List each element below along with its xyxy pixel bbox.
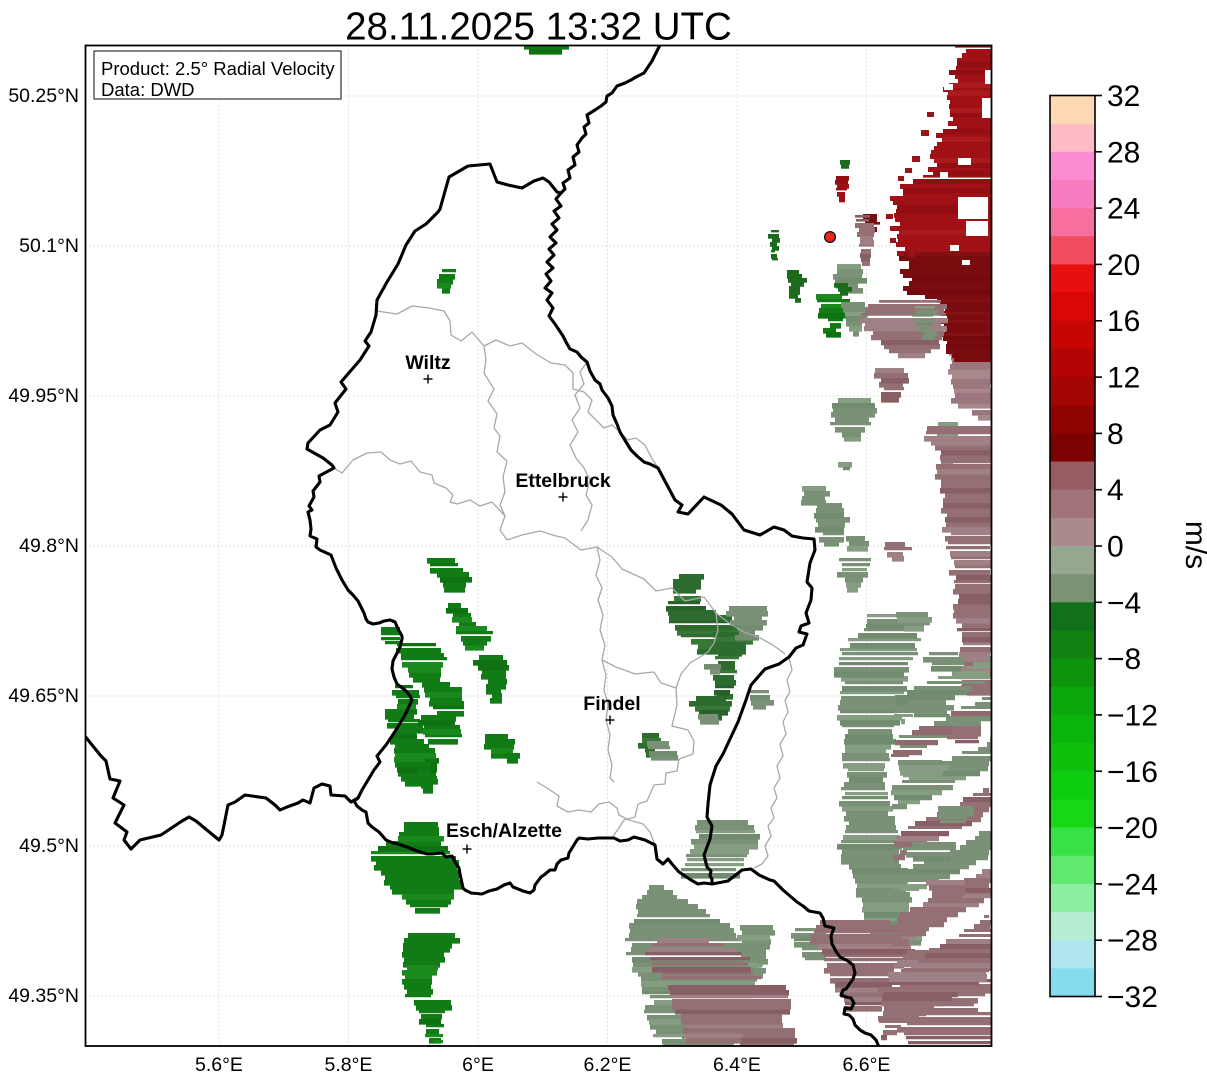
svg-text:49.35°N: 49.35°N [8,985,79,1007]
svg-text:49.8°N: 49.8°N [19,535,79,557]
svg-text:−4: −4 [1107,587,1141,620]
svg-text:6°E: 6°E [462,1054,494,1076]
svg-text:12: 12 [1107,362,1140,395]
svg-text:6.4°E: 6.4°E [713,1054,761,1076]
svg-text:Product: 2.5° Radial Velocity: Product: 2.5° Radial Velocity [101,58,335,79]
svg-text:28.11.2025 13:32 UTC: 28.11.2025 13:32 UTC [345,6,732,49]
svg-text:0: 0 [1107,531,1124,564]
svg-text:Ettelbruck: Ettelbruck [515,470,611,492]
svg-text:16: 16 [1107,305,1140,338]
svg-text:Wiltz: Wiltz [405,352,451,374]
svg-text:−8: −8 [1107,643,1141,676]
svg-text:−20: −20 [1107,812,1158,845]
svg-text:−28: −28 [1107,925,1158,958]
svg-text:Data: DWD: Data: DWD [101,79,195,100]
svg-text:m/s: m/s [1179,521,1207,569]
svg-text:50.25°N: 50.25°N [8,85,79,107]
svg-text:−24: −24 [1107,868,1158,901]
svg-text:49.95°N: 49.95°N [8,385,79,407]
svg-text:5.8°E: 5.8°E [325,1054,373,1076]
svg-text:−32: −32 [1107,981,1158,1014]
svg-text:Findel: Findel [583,693,640,715]
svg-text:6.2°E: 6.2°E [584,1054,632,1076]
svg-text:−12: −12 [1107,699,1158,732]
svg-text:28: 28 [1107,136,1140,169]
svg-text:4: 4 [1107,474,1124,507]
svg-text:−16: −16 [1107,756,1158,789]
svg-text:24: 24 [1107,193,1140,226]
svg-text:5.6°E: 5.6°E [195,1054,243,1076]
svg-text:Esch/Alzette: Esch/Alzette [446,820,562,842]
svg-text:50.1°N: 50.1°N [19,235,79,257]
svg-text:6.6°E: 6.6°E [843,1054,891,1076]
svg-text:49.5°N: 49.5°N [19,835,79,857]
svg-text:32: 32 [1107,80,1140,113]
svg-text:20: 20 [1107,249,1140,282]
svg-text:8: 8 [1107,418,1124,451]
svg-text:49.65°N: 49.65°N [8,685,79,707]
